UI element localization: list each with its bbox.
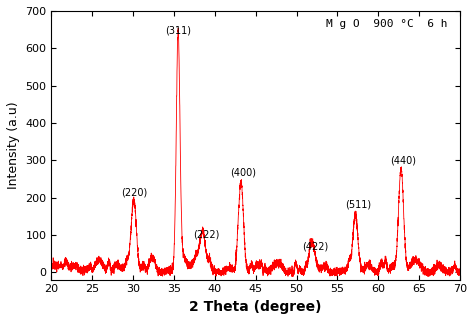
Text: (422): (422) [302,242,328,252]
Text: (311): (311) [165,25,191,35]
Text: (222): (222) [193,229,220,239]
Text: (400): (400) [230,167,256,177]
Text: (220): (220) [121,187,147,197]
X-axis label: 2 Theta (degree): 2 Theta (degree) [190,300,322,314]
Text: (440): (440) [391,156,417,166]
Text: M g O  900 °C  6 h: M g O 900 °C 6 h [326,19,448,29]
Y-axis label: Intensity (a.u): Intensity (a.u) [7,101,20,189]
Text: (511): (511) [346,199,372,210]
